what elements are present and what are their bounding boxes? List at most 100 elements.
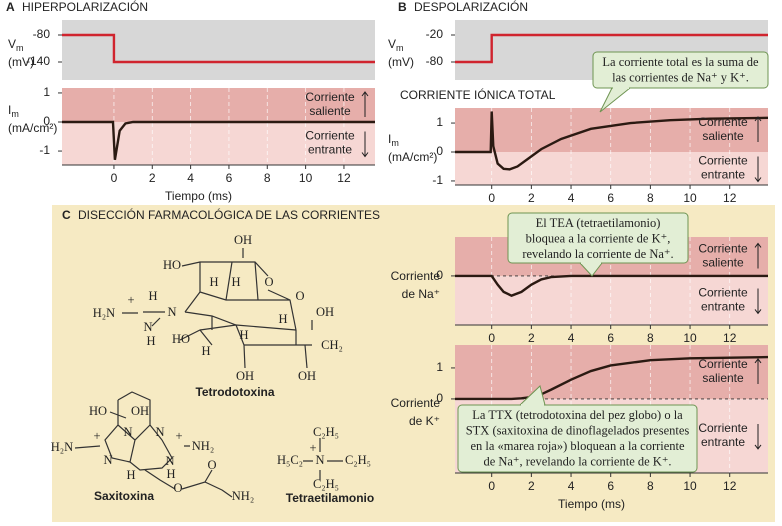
callout-box — [592, 51, 769, 89]
x-tick-label: 8 — [647, 479, 654, 493]
region-label: Corriente saliente — [305, 90, 355, 118]
x-tick-label: 12 — [723, 331, 737, 345]
atom-label: OH — [298, 369, 316, 383]
region-label: Corriente saliente — [698, 242, 748, 270]
atom-label: OH — [131, 404, 149, 418]
arrow-head — [754, 242, 762, 248]
atom-label: H — [146, 334, 155, 348]
x-tick-label: 12 — [723, 191, 737, 205]
y-axis-label: Vm — [8, 37, 24, 53]
callout-text: La corriente total es la suma de — [602, 55, 759, 69]
atom-label: O — [264, 275, 273, 289]
x-tick-label: 6 — [607, 479, 614, 493]
atom-label: O — [295, 289, 304, 303]
y-tick-label: 1 — [43, 85, 50, 99]
atom-label: OH — [234, 233, 252, 247]
current-trace — [62, 120, 375, 160]
tea-bonds — [303, 438, 343, 480]
callout-text: bloquea a la corriente de K⁺, — [526, 231, 671, 245]
atom-label: H₂N — [51, 440, 73, 454]
atom-label: + — [93, 429, 100, 443]
y-tick-label: -20 — [426, 27, 444, 41]
x-tick-label: 0 — [488, 191, 495, 205]
atom-label: O — [173, 481, 182, 495]
y-axis-subscript: m — [16, 43, 24, 53]
atom-label: O — [207, 458, 216, 472]
x-tick-label: 2 — [528, 331, 535, 345]
callout-text: El TEA (tetraetilamonio) — [536, 216, 661, 230]
arrow-head — [754, 358, 762, 364]
current-trace — [455, 355, 768, 401]
inward-region — [455, 275, 768, 325]
arrow-head — [361, 152, 369, 158]
x-tick-label: 10 — [683, 331, 697, 345]
x-axis-label: Tiempo (ms) — [558, 497, 625, 511]
y-axis-label: (mV) — [388, 55, 414, 69]
atom-label: + — [309, 441, 316, 455]
x-tick-label: 12 — [337, 171, 351, 185]
outward-region — [455, 108, 768, 152]
atom-label: H — [209, 275, 218, 289]
x-tick-label: 0 — [488, 331, 495, 345]
tetrodotoxin-bonds — [122, 248, 313, 369]
x-tick-label: 6 — [226, 171, 233, 185]
callout-text: de Na⁺, revelando la corriente de K⁺. — [483, 454, 671, 468]
x-axis-label: Tiempo (ms) — [165, 189, 232, 203]
current-trace — [455, 111, 768, 171]
y-axis-label: de K⁺ — [409, 414, 440, 428]
callout-text: las corrientes de Na⁺ y K⁺. — [612, 70, 749, 84]
atom-label: N — [315, 453, 324, 467]
atom-label: CH₂ — [321, 338, 343, 352]
y-axis-subscript: m — [391, 138, 399, 148]
region-label: Corriente entrante — [698, 154, 748, 182]
atom-label: H — [278, 312, 287, 326]
y-tick-label: 0 — [436, 391, 443, 405]
x-tick-label: 4 — [568, 191, 575, 205]
plot-background — [62, 20, 375, 80]
saxitoxin-bonds — [74, 391, 233, 498]
molecule-name: Saxitoxina — [94, 489, 154, 503]
current-trace — [62, 33, 375, 64]
molecule-name: Tetrodotoxina — [195, 385, 274, 399]
arrow-head — [754, 177, 762, 183]
y-axis-label: Im — [8, 103, 19, 119]
y-axis-label: de Na⁺ — [402, 287, 440, 301]
atom-label: N — [155, 425, 164, 439]
x-tick-label: 6 — [607, 331, 614, 345]
y-tick-label: 0 — [436, 144, 443, 158]
atom-label: + — [127, 293, 134, 307]
y-tick-label: 1 — [436, 360, 443, 374]
atom-label: H — [126, 468, 135, 482]
y-axis-label: (mA/cm²) — [8, 121, 57, 135]
atom-label: H₂N — [93, 306, 115, 320]
x-tick-label: 10 — [299, 171, 313, 185]
atom-label: NH₂ — [232, 489, 254, 503]
atom-label: HO — [172, 332, 190, 346]
y-tick-label: 1 — [436, 115, 443, 129]
atom-label: C₂H₅ — [313, 425, 339, 439]
x-tick-label: 4 — [568, 479, 575, 493]
x-tick-label: 8 — [264, 171, 271, 185]
atom-label: H — [148, 289, 157, 303]
region-label: Corriente entrante — [698, 286, 748, 314]
region-label: Corriente saliente — [698, 115, 748, 143]
x-tick-label: 8 — [647, 191, 654, 205]
atom-label: H — [239, 328, 248, 342]
x-tick-label: 2 — [149, 171, 156, 185]
atom-label: NH₂ — [192, 439, 214, 453]
atom-label: H — [166, 467, 175, 481]
atom-label: N — [103, 453, 112, 467]
callout-pointer — [579, 262, 603, 277]
callout-text: en la «marea roja») bloquean a la corrie… — [470, 439, 685, 453]
y-axis-subscript: m — [11, 109, 19, 119]
atom-label: H₅C₂ — [277, 453, 303, 467]
atom-label: N — [143, 320, 152, 334]
region-label: Corriente entrante — [305, 129, 355, 157]
region-label: Corriente entrante — [698, 421, 748, 449]
callout-text: La TTX (tetrodotoxina del pez globo) o l… — [472, 408, 683, 422]
outward-region — [455, 345, 768, 399]
y-tick-label: -80 — [426, 54, 444, 68]
callout-pointer — [519, 385, 546, 406]
atom-label: HO — [89, 404, 107, 418]
